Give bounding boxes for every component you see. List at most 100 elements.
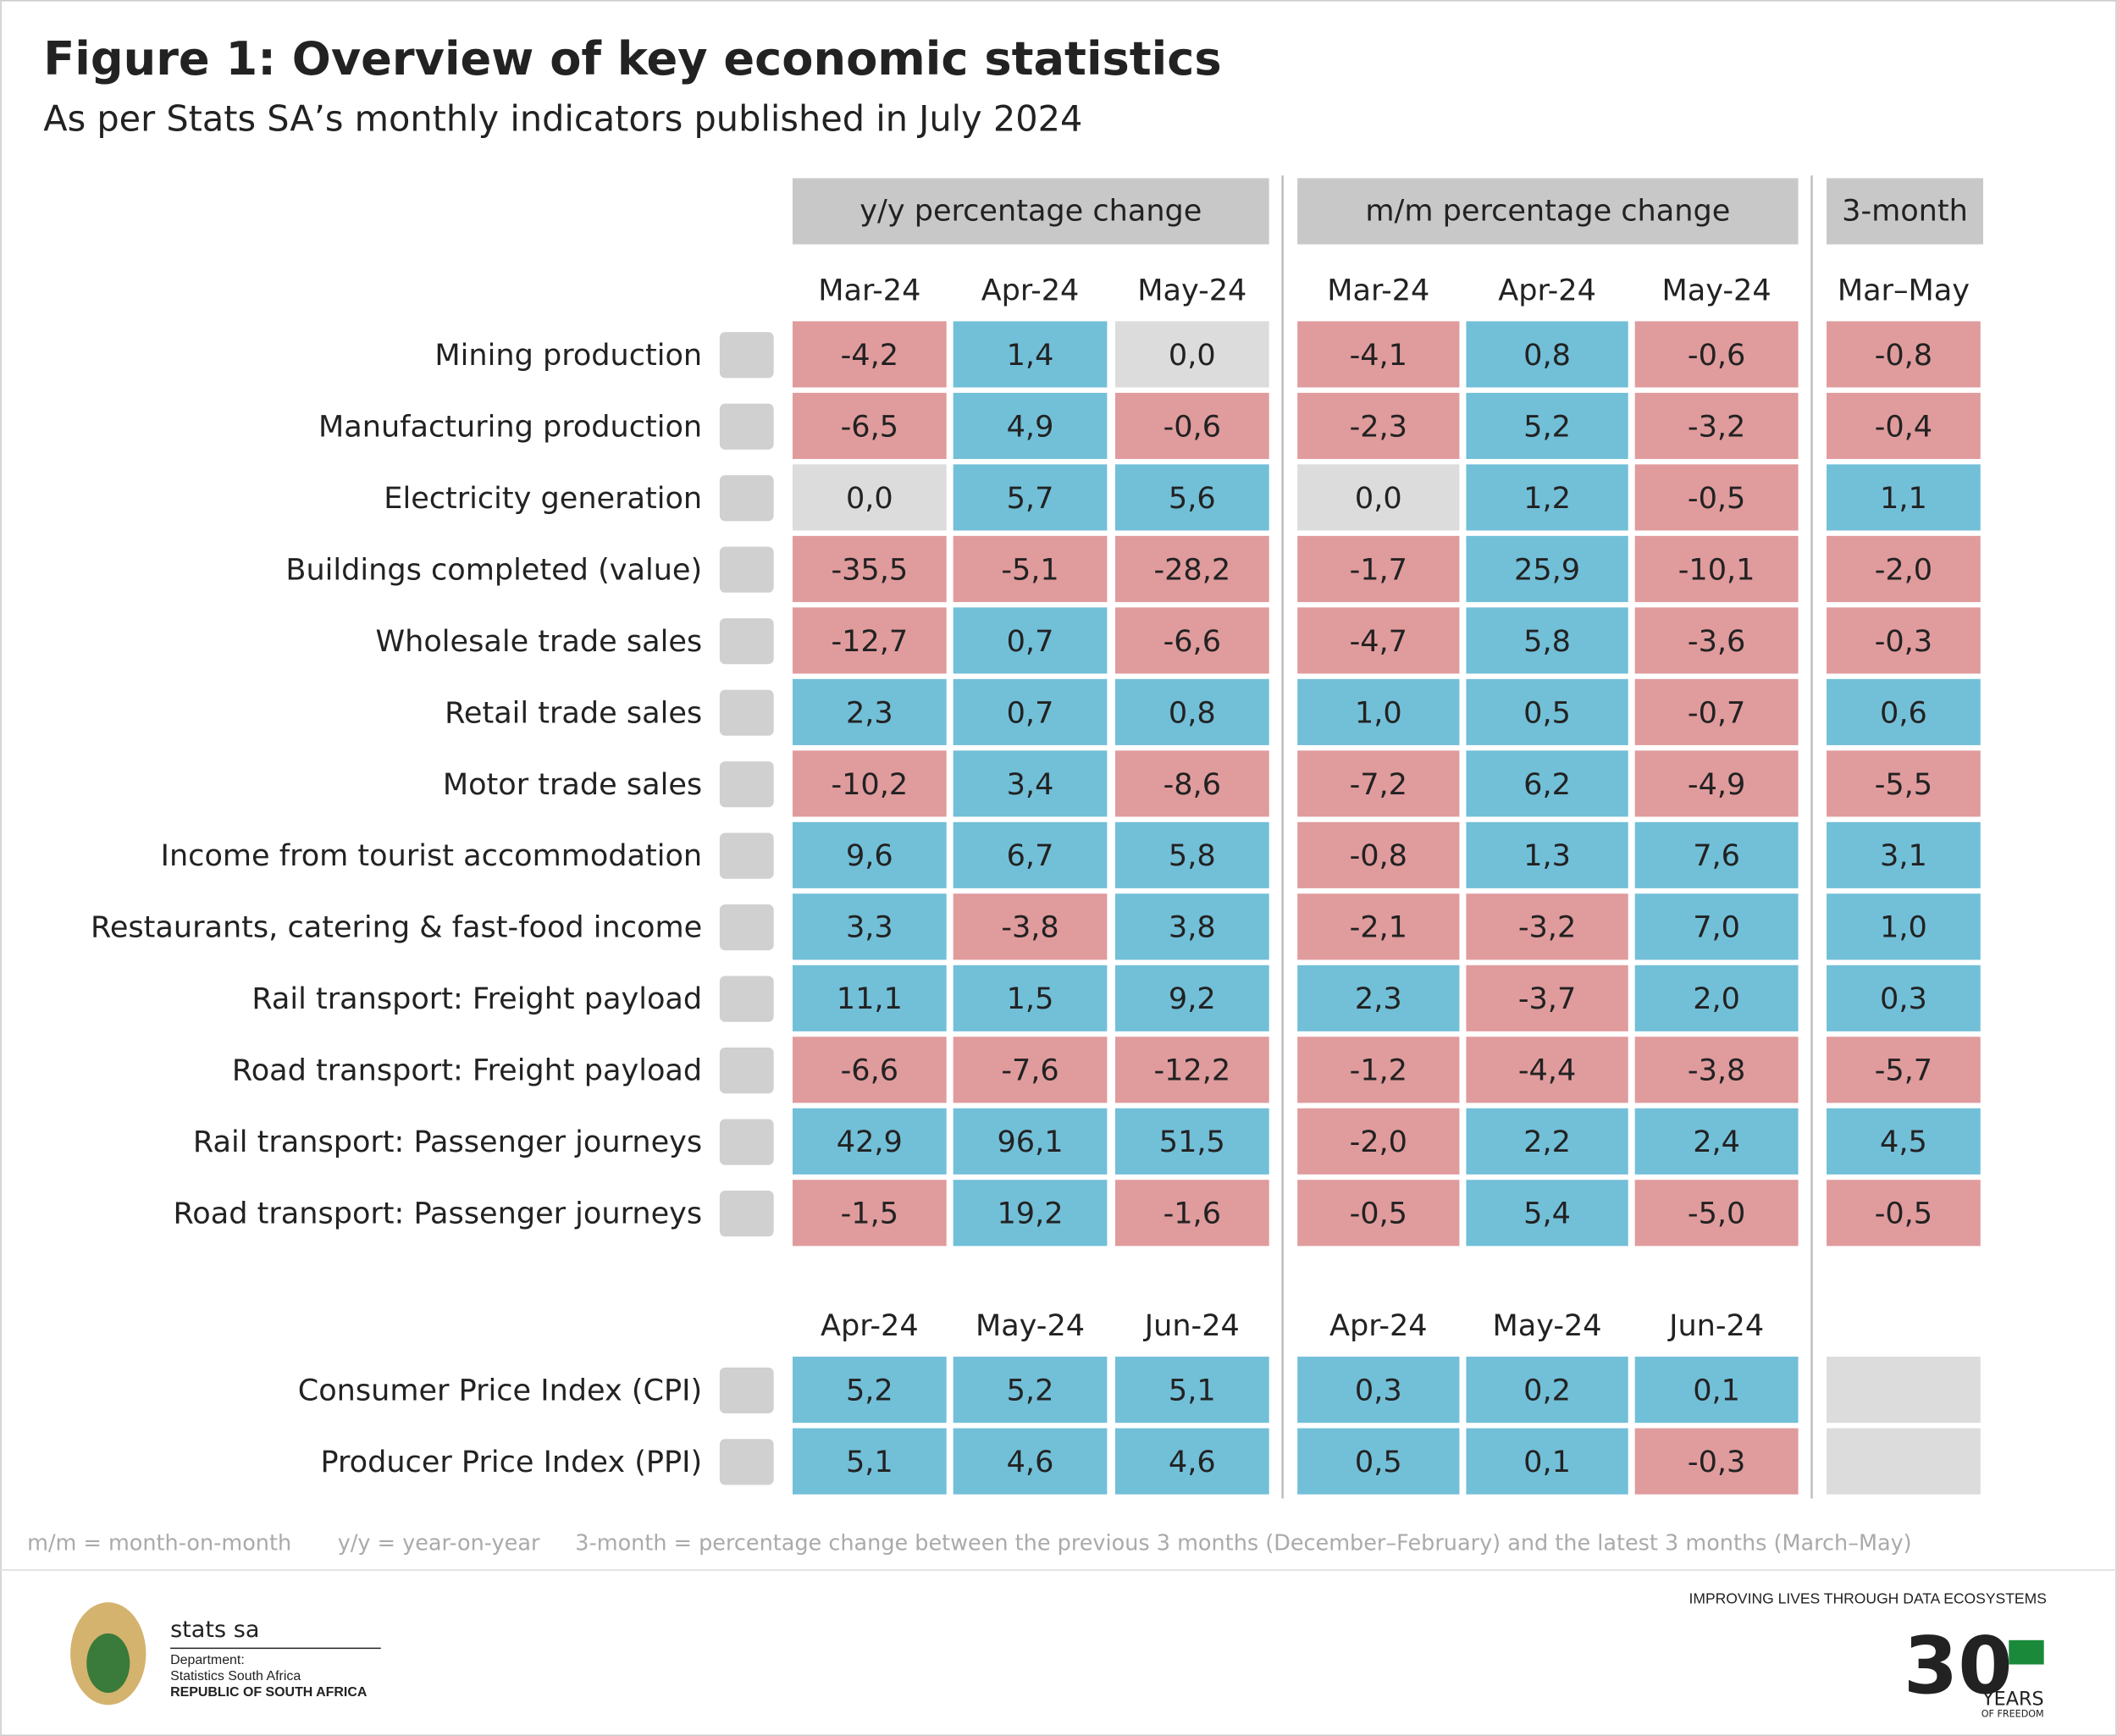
cell-value: -28,2 <box>1153 552 1230 587</box>
cell <box>1466 392 1628 459</box>
cell-value: 4,6 <box>1169 1445 1216 1479</box>
cell-value: 0,3 <box>1355 1374 1402 1408</box>
cell <box>1297 464 1460 531</box>
cell <box>1634 1108 1799 1175</box>
cell <box>1297 321 1460 388</box>
footnote: y/y = year-on-year <box>338 1531 540 1556</box>
cell-value: -4,4 <box>1518 1053 1576 1088</box>
cell-value: 4,9 <box>1007 409 1054 444</box>
cell <box>792 1428 947 1495</box>
row-icon <box>719 546 774 593</box>
cell <box>1466 607 1628 674</box>
cell <box>1634 535 1799 602</box>
cell-value: -3,2 <box>1688 409 1745 444</box>
cell-value: -1,7 <box>1350 552 1407 587</box>
cell-value: -7,6 <box>1001 1053 1058 1088</box>
cell-value: 5,2 <box>846 1374 893 1408</box>
cell-value: -0,3 <box>1875 624 1932 659</box>
cell-value: -3,8 <box>1688 1053 1745 1088</box>
country: REPUBLIC OF SOUTH AFRICA <box>170 1685 368 1700</box>
empty-cell <box>1827 1357 1981 1424</box>
cell <box>1297 1037 1460 1103</box>
freedom: OF FREEDOM <box>1982 1708 2044 1719</box>
group-header: m/m percentage change <box>1365 193 1730 228</box>
cell <box>792 965 947 1031</box>
cell <box>1827 678 1981 745</box>
cell-value: -0,4 <box>1875 409 1932 444</box>
cell <box>953 1357 1108 1424</box>
cell <box>1297 392 1460 459</box>
cell <box>1114 464 1269 531</box>
cell <box>1827 607 1981 674</box>
row-label: Mining production <box>434 338 702 373</box>
group-header-box <box>1827 178 1983 245</box>
cell-value: 11,1 <box>837 981 903 1016</box>
column-header: Mar–May <box>1838 273 1970 307</box>
cell-value: -6,6 <box>841 1053 898 1088</box>
cell-value: -6,6 <box>1164 624 1221 659</box>
cell-value: -0,6 <box>1688 338 1745 373</box>
cell <box>1114 965 1269 1031</box>
cell-value: 5,2 <box>1007 1374 1054 1408</box>
cell <box>1297 535 1460 602</box>
cell <box>1466 750 1628 817</box>
group-header: y/y percentage change <box>860 193 1202 228</box>
row-label: Producer Price Index (PPI) <box>321 1445 703 1479</box>
cell-value: -2,3 <box>1350 409 1407 444</box>
row-label: Road transport: Passenger journeys <box>174 1197 703 1231</box>
years-number: 30 <box>1904 1620 2013 1711</box>
group-header: 3-month <box>1842 193 1968 228</box>
cell-value: 0,3 <box>1880 981 1927 1016</box>
cell <box>1114 535 1269 602</box>
cell-value: 5,8 <box>1523 624 1571 659</box>
cell-value: -5,1 <box>1001 552 1058 587</box>
column-header: Apr-24 <box>981 273 1080 307</box>
cell-value: 7,0 <box>1693 910 1740 945</box>
column-header: Jun-24 <box>1667 1308 1764 1343</box>
cell <box>1114 1180 1269 1247</box>
column-header: Apr-24 <box>1329 1308 1428 1343</box>
cell <box>1114 678 1269 745</box>
years: YEARS <box>1982 1688 2044 1710</box>
cell-value: -3,7 <box>1518 981 1576 1016</box>
cell <box>1827 893 1981 960</box>
row-icon <box>719 403 774 450</box>
column-header: Jun-24 <box>1143 1308 1240 1343</box>
cell <box>1634 750 1799 817</box>
cell-value: 0,1 <box>1693 1374 1740 1408</box>
cell <box>1297 893 1460 960</box>
cell <box>1827 535 1981 602</box>
cell <box>1466 678 1628 745</box>
cell <box>1634 1180 1799 1247</box>
cell <box>1297 750 1460 817</box>
cell <box>953 535 1108 602</box>
row-label: Manufacturing production <box>318 409 702 444</box>
cell-value: 2,4 <box>1693 1125 1740 1159</box>
cell-value: -1,6 <box>1164 1197 1221 1231</box>
cell-value: 2,0 <box>1693 981 1740 1016</box>
cell <box>953 678 1108 745</box>
cell-value: -3,8 <box>1001 910 1058 945</box>
row-icon <box>719 761 774 808</box>
cell <box>953 1108 1108 1175</box>
cell <box>1634 1428 1799 1495</box>
row-icon <box>719 1190 774 1237</box>
cell-value: 4,6 <box>1007 1445 1054 1479</box>
row-label: Buildings completed (value) <box>285 552 702 587</box>
cell-value: -4,1 <box>1350 338 1407 373</box>
cell <box>1466 965 1628 1031</box>
cell-value: 6,2 <box>1523 767 1571 802</box>
footnote: 3-month = percentage change between the … <box>575 1531 1911 1556</box>
cell-value: 3,3 <box>846 910 893 945</box>
cell-value: -0,8 <box>1350 838 1407 873</box>
column-header: Mar-24 <box>1327 273 1429 307</box>
cell-value: -5,0 <box>1688 1197 1745 1231</box>
empty-cell <box>1827 1428 1981 1495</box>
cell <box>1114 1357 1269 1424</box>
cell <box>953 1180 1108 1247</box>
cell <box>1466 1180 1628 1247</box>
cell-value: 5,2 <box>1523 409 1571 444</box>
cell <box>1114 1037 1269 1103</box>
cell <box>1466 1357 1628 1424</box>
cell <box>792 464 947 531</box>
